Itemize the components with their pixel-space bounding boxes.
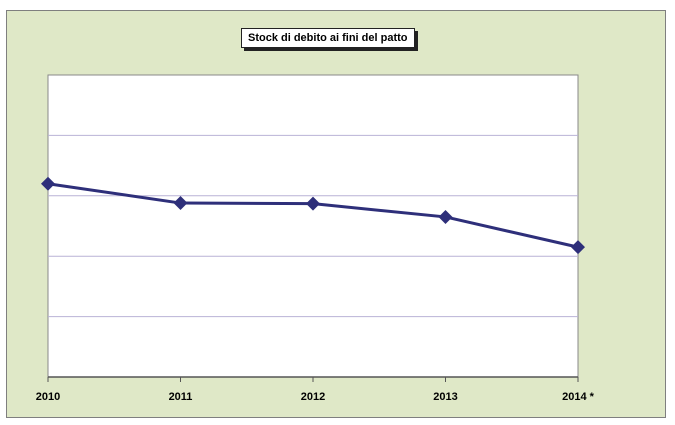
- x-axis: 2010 2011 2012 2013 2014 *: [36, 376, 595, 403]
- x-tick-label: 2014 *: [562, 391, 595, 403]
- plot-area: [47, 74, 579, 378]
- data-point-marker: [571, 240, 585, 255]
- x-tick-label: 2012: [301, 391, 325, 403]
- data-point-marker: [173, 196, 188, 211]
- line-chart: 2010 2011 2012 2013 2014 *: [36, 74, 595, 403]
- chart-frame: 2010 2011 2012 2013 2014 * Stock di debito a…: [6, 10, 666, 418]
- data-point-marker: [438, 209, 453, 224]
- x-tick-label: 2013: [433, 391, 457, 403]
- data-point-marker: [306, 196, 320, 211]
- chart-title: Stock di debito ai fini del patto: [241, 28, 415, 48]
- x-tick-label: 2010: [36, 391, 60, 403]
- series-line-group: [41, 176, 585, 255]
- x-tick-label: 2011: [169, 391, 193, 403]
- data-point-marker: [41, 176, 55, 191]
